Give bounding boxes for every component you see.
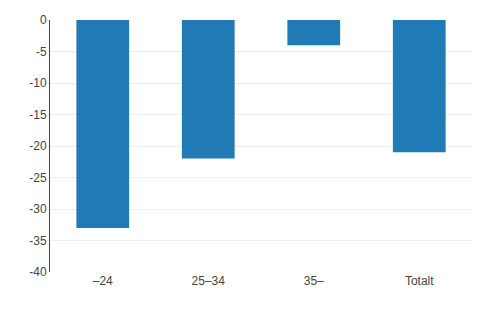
svg-text:-5: -5 — [36, 45, 47, 59]
svg-text:-15: -15 — [29, 108, 47, 122]
svg-text:–24: –24 — [93, 274, 113, 288]
svg-text:-40: -40 — [29, 265, 47, 279]
svg-text:-35: -35 — [29, 234, 47, 248]
svg-text:0: 0 — [40, 13, 47, 27]
svg-text:35–: 35– — [304, 274, 324, 288]
svg-text:-25: -25 — [29, 171, 47, 185]
svg-text:Totalt: Totalt — [405, 274, 434, 288]
svg-text:25–34: 25–34 — [192, 274, 226, 288]
svg-text:-20: -20 — [29, 139, 47, 153]
svg-text:-30: -30 — [29, 202, 47, 216]
svg-text:-10: -10 — [29, 76, 47, 90]
